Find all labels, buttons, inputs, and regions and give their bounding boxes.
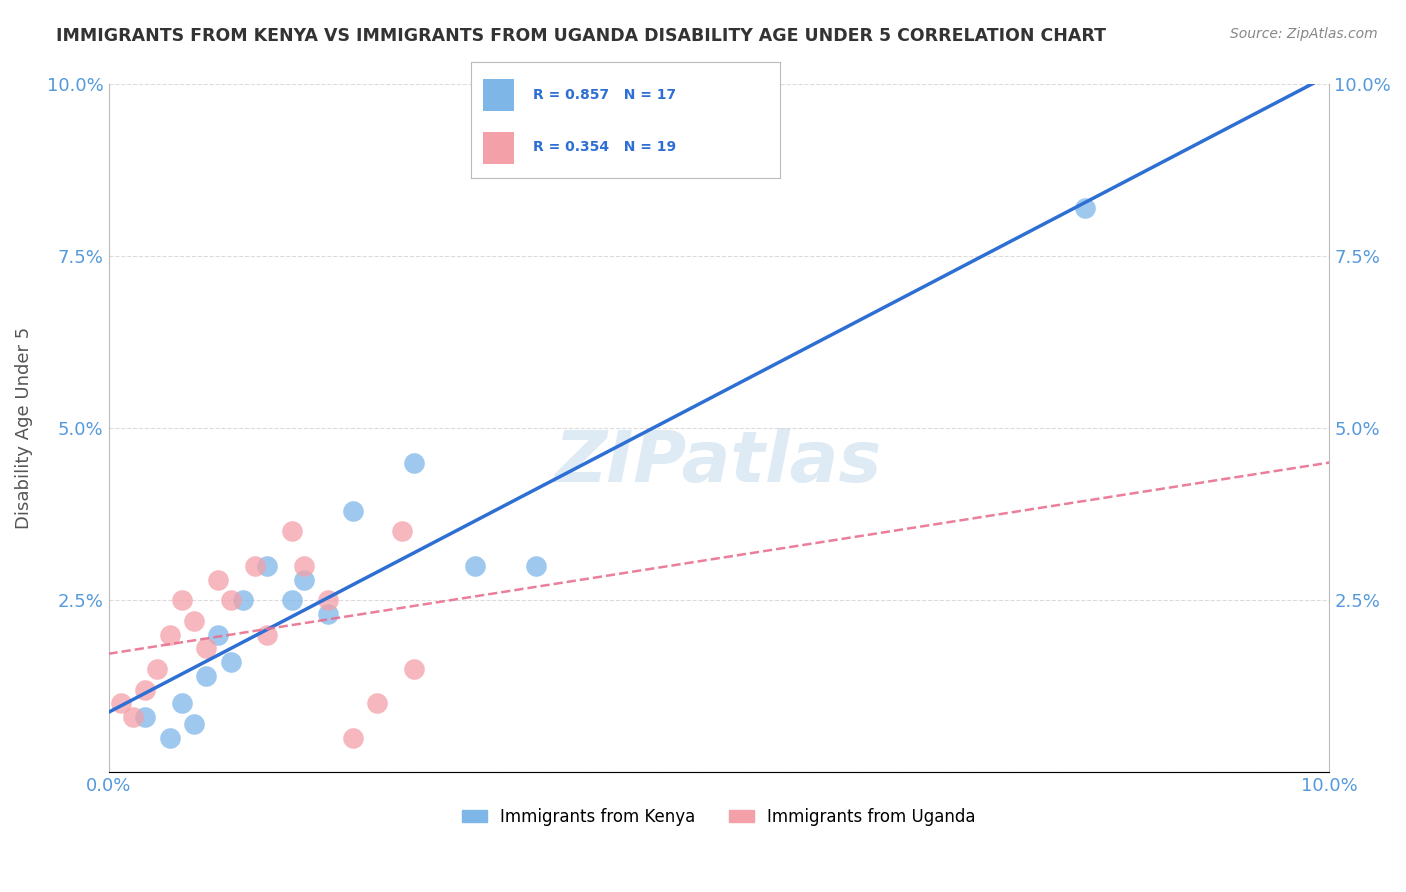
Point: [207, 573, 229, 587]
Point: [219, 655, 242, 669]
Text: ZIPatlas: ZIPatlas: [555, 428, 883, 497]
Point: [316, 607, 339, 621]
Point: [342, 504, 364, 518]
Point: [464, 558, 486, 573]
Point: [170, 696, 193, 710]
Point: [402, 456, 425, 470]
Point: [402, 662, 425, 676]
Point: [110, 696, 132, 710]
Text: R = 0.857   N = 17: R = 0.857 N = 17: [533, 88, 676, 102]
Point: [280, 524, 302, 539]
Point: [195, 641, 218, 656]
Point: [170, 593, 193, 607]
Legend: Immigrants from Kenya, Immigrants from Uganda: Immigrants from Kenya, Immigrants from U…: [456, 801, 983, 832]
Point: [316, 593, 339, 607]
FancyBboxPatch shape: [484, 78, 515, 112]
Point: [524, 558, 547, 573]
Point: [366, 696, 388, 710]
Point: [159, 627, 181, 641]
Point: [280, 593, 302, 607]
Point: [256, 627, 278, 641]
Text: R = 0.354   N = 19: R = 0.354 N = 19: [533, 140, 676, 154]
Point: [122, 710, 145, 724]
Point: [391, 524, 413, 539]
Text: IMMIGRANTS FROM KENYA VS IMMIGRANTS FROM UGANDA DISABILITY AGE UNDER 5 CORRELATI: IMMIGRANTS FROM KENYA VS IMMIGRANTS FROM…: [56, 27, 1107, 45]
Point: [207, 627, 229, 641]
Text: Source: ZipAtlas.com: Source: ZipAtlas.com: [1230, 27, 1378, 41]
Point: [159, 731, 181, 745]
Point: [256, 558, 278, 573]
Point: [219, 593, 242, 607]
Point: [146, 662, 169, 676]
Point: [134, 710, 156, 724]
Point: [342, 731, 364, 745]
FancyBboxPatch shape: [484, 132, 515, 164]
Point: [183, 614, 205, 628]
Point: [292, 558, 315, 573]
Point: [292, 573, 315, 587]
Point: [195, 669, 218, 683]
Point: [183, 717, 205, 731]
Point: [134, 682, 156, 697]
Y-axis label: Disability Age Under 5: Disability Age Under 5: [15, 327, 32, 529]
Point: [1074, 201, 1097, 215]
Point: [232, 593, 254, 607]
Point: [243, 558, 266, 573]
